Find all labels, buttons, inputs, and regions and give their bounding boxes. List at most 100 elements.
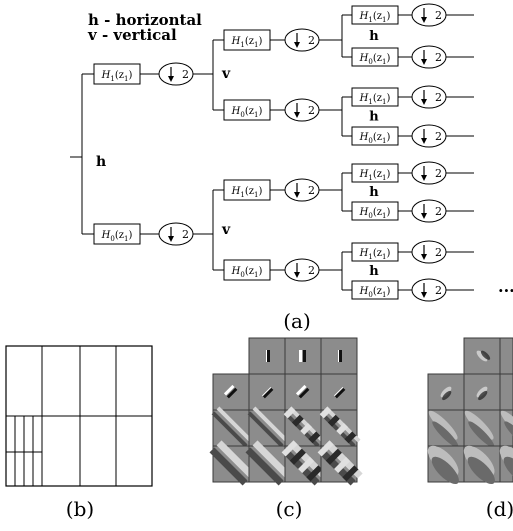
filter-arg: (z — [373, 53, 382, 64]
filter-label: H1(z1) — [359, 169, 391, 182]
filter-label: H1(z1) — [359, 248, 391, 261]
branch-label-h: h — [369, 185, 379, 200]
downsample-factor: 2 — [435, 167, 442, 180]
filter-symbol: H — [359, 11, 369, 22]
tile-pattern-light — [216, 406, 253, 443]
filter-arg: (z — [373, 286, 382, 297]
filter-index: 1 — [240, 41, 244, 49]
downsample-node: 2 — [284, 28, 320, 52]
downsample-factor: 2 — [435, 205, 442, 218]
tile-blob-dark — [431, 456, 459, 485]
tile-blob-dark — [503, 456, 513, 485]
downsample-factor: 2 — [308, 34, 315, 47]
filter-box-H0: H0(z1) — [351, 201, 399, 221]
filter-box-H0: H0(z1) — [93, 223, 141, 245]
filter-symbol: H — [231, 186, 241, 197]
branch-label-v: v — [221, 222, 231, 238]
tile-blob-dark — [432, 421, 459, 448]
tile-diagonal-band — [317, 440, 363, 486]
downsample-node: 2 — [411, 45, 447, 69]
filter-index: 1 — [368, 98, 372, 106]
partition-grid — [5, 345, 153, 487]
branch-label-h: h — [96, 154, 106, 170]
filter-index: 0 — [368, 137, 372, 145]
legend-horizontal: h - horizontal — [88, 11, 202, 29]
down-arrow-head-icon — [168, 76, 174, 82]
filter-arg: (z — [245, 266, 254, 277]
down-arrow-head-icon — [421, 292, 427, 298]
legend-vertical: v - vertical — [87, 26, 177, 44]
down-arrow-head-icon — [294, 272, 300, 278]
downsample-factor: 2 — [308, 264, 315, 277]
branch-label-v: v — [221, 66, 231, 82]
continuation-dots: ... — [498, 277, 513, 296]
filter-index: 1 — [240, 191, 244, 199]
filter-label: H0(z1) — [359, 132, 391, 145]
filter-arg-index: 1 — [254, 41, 258, 49]
filter-arg-index: 1 — [382, 174, 386, 182]
tile-blob-light — [428, 410, 458, 440]
tile-blob-light — [464, 410, 494, 440]
filter-box-H1: H1(z1) — [351, 5, 399, 25]
filter-arg: (z — [245, 106, 254, 117]
filter-label: H1(z1) — [359, 93, 391, 106]
tile-pattern-dark — [298, 387, 310, 399]
tile-pattern-dark — [303, 350, 306, 362]
filter-arg-close: ) — [386, 286, 390, 297]
response-tile — [248, 337, 286, 375]
filter-label: H1(z1) — [101, 70, 133, 83]
response-tile — [247, 406, 289, 448]
tile-diagonal-band — [245, 440, 291, 486]
tile-pattern-checker — [325, 448, 342, 465]
tile-blob-dark — [467, 456, 495, 485]
tile-pattern-checker — [334, 456, 351, 474]
filter-index: 1 — [110, 75, 114, 83]
filter-symbol: H — [359, 93, 369, 104]
filter-symbol: H — [359, 286, 369, 297]
filter-arg-close: ) — [386, 169, 390, 180]
tile-pattern-checker — [289, 448, 306, 465]
filter-symbol: H — [101, 70, 111, 81]
filter-label: H0(z1) — [231, 266, 263, 279]
filter-index: 1 — [368, 174, 372, 182]
tile-pattern-dark — [247, 411, 284, 448]
response-tile — [499, 445, 513, 485]
down-arrow-head-icon — [294, 42, 300, 48]
filter-arg-index: 1 — [382, 58, 386, 66]
tile-pattern-dark — [262, 387, 274, 399]
filter-index: 0 — [240, 111, 244, 119]
response-tile — [283, 406, 325, 448]
tile-diagonal-band — [247, 406, 289, 448]
filter-index: 1 — [368, 16, 372, 24]
filter-arg-close: ) — [128, 230, 132, 241]
down-arrow-head-icon — [421, 17, 427, 23]
filter-index: 0 — [368, 58, 372, 66]
tile-pattern-light — [252, 440, 291, 479]
caption-a: (a) — [283, 309, 311, 333]
filter-symbol: H — [231, 106, 241, 117]
filter-box-H1: H1(z1) — [351, 87, 399, 107]
tile-pattern-checker — [308, 431, 321, 444]
filter-arg-index: 1 — [254, 191, 258, 199]
filter-arg: (z — [115, 230, 124, 241]
tile-diagonal-band — [464, 410, 495, 448]
downsample-factor: 2 — [308, 184, 315, 197]
tile-diagonal-band — [281, 440, 327, 486]
down-arrow-head-icon — [421, 175, 427, 181]
filter-arg: (z — [373, 11, 382, 22]
filter-arg-close: ) — [386, 207, 390, 218]
downsample-node: 2 — [411, 199, 447, 223]
downsample-node: 2 — [158, 62, 194, 86]
downsample-factor: 2 — [435, 51, 442, 64]
filter-symbol: H — [359, 207, 369, 218]
filter-label: H0(z1) — [101, 230, 133, 243]
response-tile — [212, 373, 250, 411]
filter-box-H0: H0(z1) — [351, 126, 399, 146]
filter-arg-index: 1 — [382, 212, 386, 220]
filter-arg: (z — [373, 93, 382, 104]
filter-arg: (z — [245, 186, 254, 197]
response-tile — [499, 373, 513, 411]
down-arrow-head-icon — [168, 236, 174, 242]
filter-box-H1: H1(z1) — [93, 63, 141, 85]
